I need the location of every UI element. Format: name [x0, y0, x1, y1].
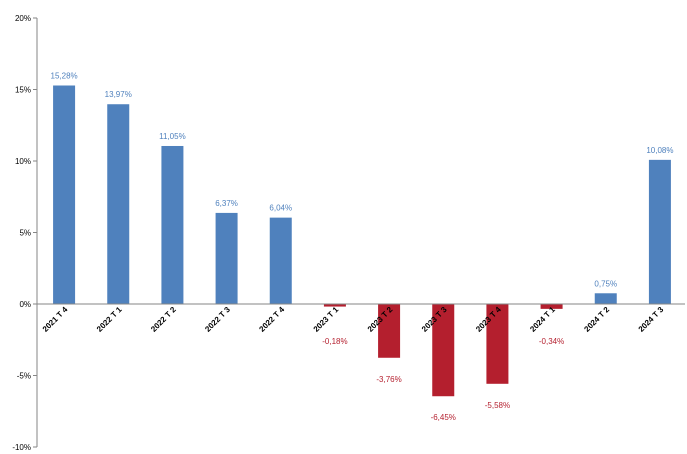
data-label: 15,28%: [51, 71, 78, 80]
data-label: -5,58%: [485, 401, 510, 410]
y-tick-label: 0%: [19, 300, 31, 309]
y-tick-label: -5%: [17, 372, 31, 381]
x-tick-label: 2022 T 4: [257, 305, 286, 334]
bars: [53, 85, 671, 397]
data-label: -0,34%: [539, 337, 564, 346]
x-tick-label: 2024 T 3: [637, 305, 666, 334]
y-axis: -10% -5% 0% 5% 10% 15% 20%: [12, 14, 38, 452]
data-label: 0,75%: [594, 279, 617, 288]
data-label: -3,76%: [376, 375, 401, 384]
bar: [486, 304, 509, 384]
y-tick-label: 10%: [15, 157, 31, 166]
data-label: 11,05%: [159, 132, 186, 141]
data-label: -6,45%: [431, 413, 456, 422]
x-tick-label: 2022 T 1: [95, 305, 124, 334]
bar: [107, 104, 130, 304]
bar: [378, 304, 401, 358]
y-tick-label: 20%: [15, 14, 31, 23]
y-tick-label: 15%: [15, 86, 31, 95]
bar: [53, 85, 76, 304]
data-label: 13,97%: [105, 90, 132, 99]
x-tick-label: 2023 T 1: [312, 305, 341, 334]
data-label: 6,37%: [215, 199, 238, 208]
data-labels: 15,28% 13,97% 11,05% 6,37% 6,04% -0,18% -3,76%…: [51, 71, 674, 422]
x-tick-label: 2022 T 3: [203, 305, 232, 334]
bar: [540, 304, 563, 309]
x-tick-label: 2021 T 4: [41, 305, 70, 334]
x-tick-label: 2022 T 2: [149, 305, 178, 334]
bar: [323, 304, 346, 307]
data-label: 10,08%: [646, 146, 673, 155]
data-label: 6,04%: [269, 204, 292, 213]
x-tick-label: 2024 T 2: [582, 305, 611, 334]
bar: [594, 293, 617, 304]
data-label: -0,18%: [322, 337, 347, 346]
bar: [215, 212, 238, 304]
y-tick-label: 5%: [19, 229, 31, 238]
bar: [161, 145, 184, 304]
bar: [432, 304, 455, 397]
y-tick-label: -10%: [12, 443, 31, 452]
x-tick-label: 2024 T 1: [528, 305, 557, 334]
bar: [269, 217, 292, 304]
bar: [648, 159, 671, 304]
x-axis: 2021 T 4 2022 T 1 2022 T 2 2022 T 3 2022 T 4…: [37, 303, 685, 334]
